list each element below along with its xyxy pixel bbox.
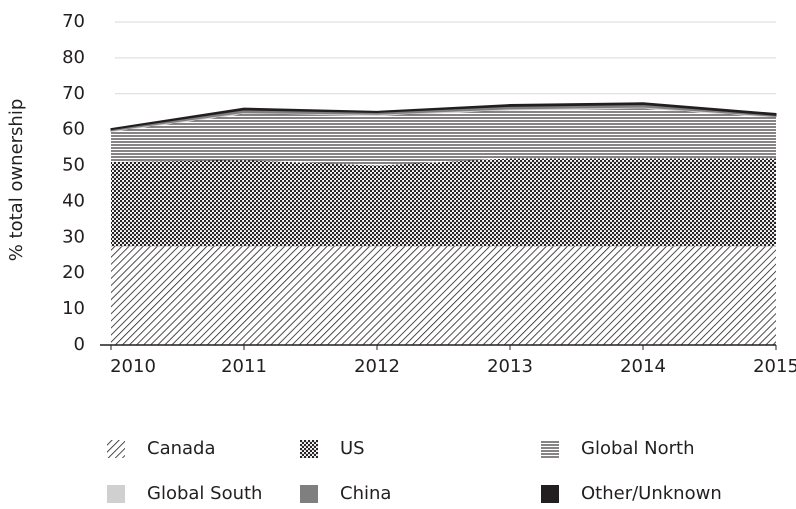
y-tick-label: 50 [62,155,85,176]
y-axis-label: % total ownership [6,99,27,262]
legend-label: Global South [147,483,262,504]
legend-label: Global North [581,438,694,459]
y-tick-label: 10 [62,298,85,319]
area [111,158,776,247]
x-tick-label: 2012 [354,356,400,377]
legend-label: Canada [147,438,216,459]
y-tick-label: 60 [62,119,85,140]
y-tick-label: 70 [62,11,85,32]
legend-swatch [541,440,559,458]
legend-label: China [340,483,391,504]
x-tick-label: 2011 [221,356,267,377]
y-tick-label: 40 [62,190,85,211]
y-tick-label: 70 [62,83,85,104]
legend-swatch [107,440,125,458]
legend-label: Other/Unknown [581,483,722,504]
area [111,108,776,166]
legend-swatch [107,485,125,503]
x-tick-label: 2013 [487,356,533,377]
x-tick-label: 2010 [110,356,156,377]
area [111,246,776,345]
x-tick-label: 2015 [753,356,796,377]
legend-swatch [541,485,559,503]
legend-swatch [300,440,318,458]
y-tick-label: 0 [74,334,85,355]
y-tick-label: 80 [62,47,85,68]
area [110,102,777,131]
legend-swatch [300,485,318,503]
x-tick-label: 2014 [620,356,666,377]
y-tick-label: 30 [62,226,85,247]
legend-label: US [340,438,365,459]
y-tick-label: 20 [62,262,85,283]
